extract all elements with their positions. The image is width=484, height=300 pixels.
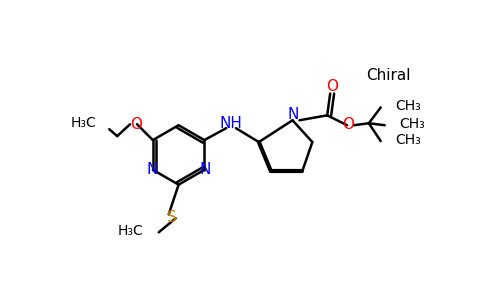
- Text: S: S: [167, 210, 177, 225]
- Text: Chiral: Chiral: [366, 68, 411, 83]
- Text: CH₃: CH₃: [395, 133, 421, 147]
- Text: CH₃: CH₃: [399, 117, 425, 131]
- Text: NH: NH: [220, 116, 242, 131]
- Text: N: N: [199, 162, 211, 177]
- Text: CH₃: CH₃: [395, 99, 421, 113]
- Text: H₃C: H₃C: [71, 116, 96, 130]
- Text: H₃C: H₃C: [117, 224, 143, 238]
- Text: O: O: [326, 79, 338, 94]
- Text: O: O: [130, 117, 142, 132]
- Text: N: N: [288, 107, 299, 122]
- Text: N: N: [146, 162, 158, 177]
- Text: O: O: [342, 117, 354, 132]
